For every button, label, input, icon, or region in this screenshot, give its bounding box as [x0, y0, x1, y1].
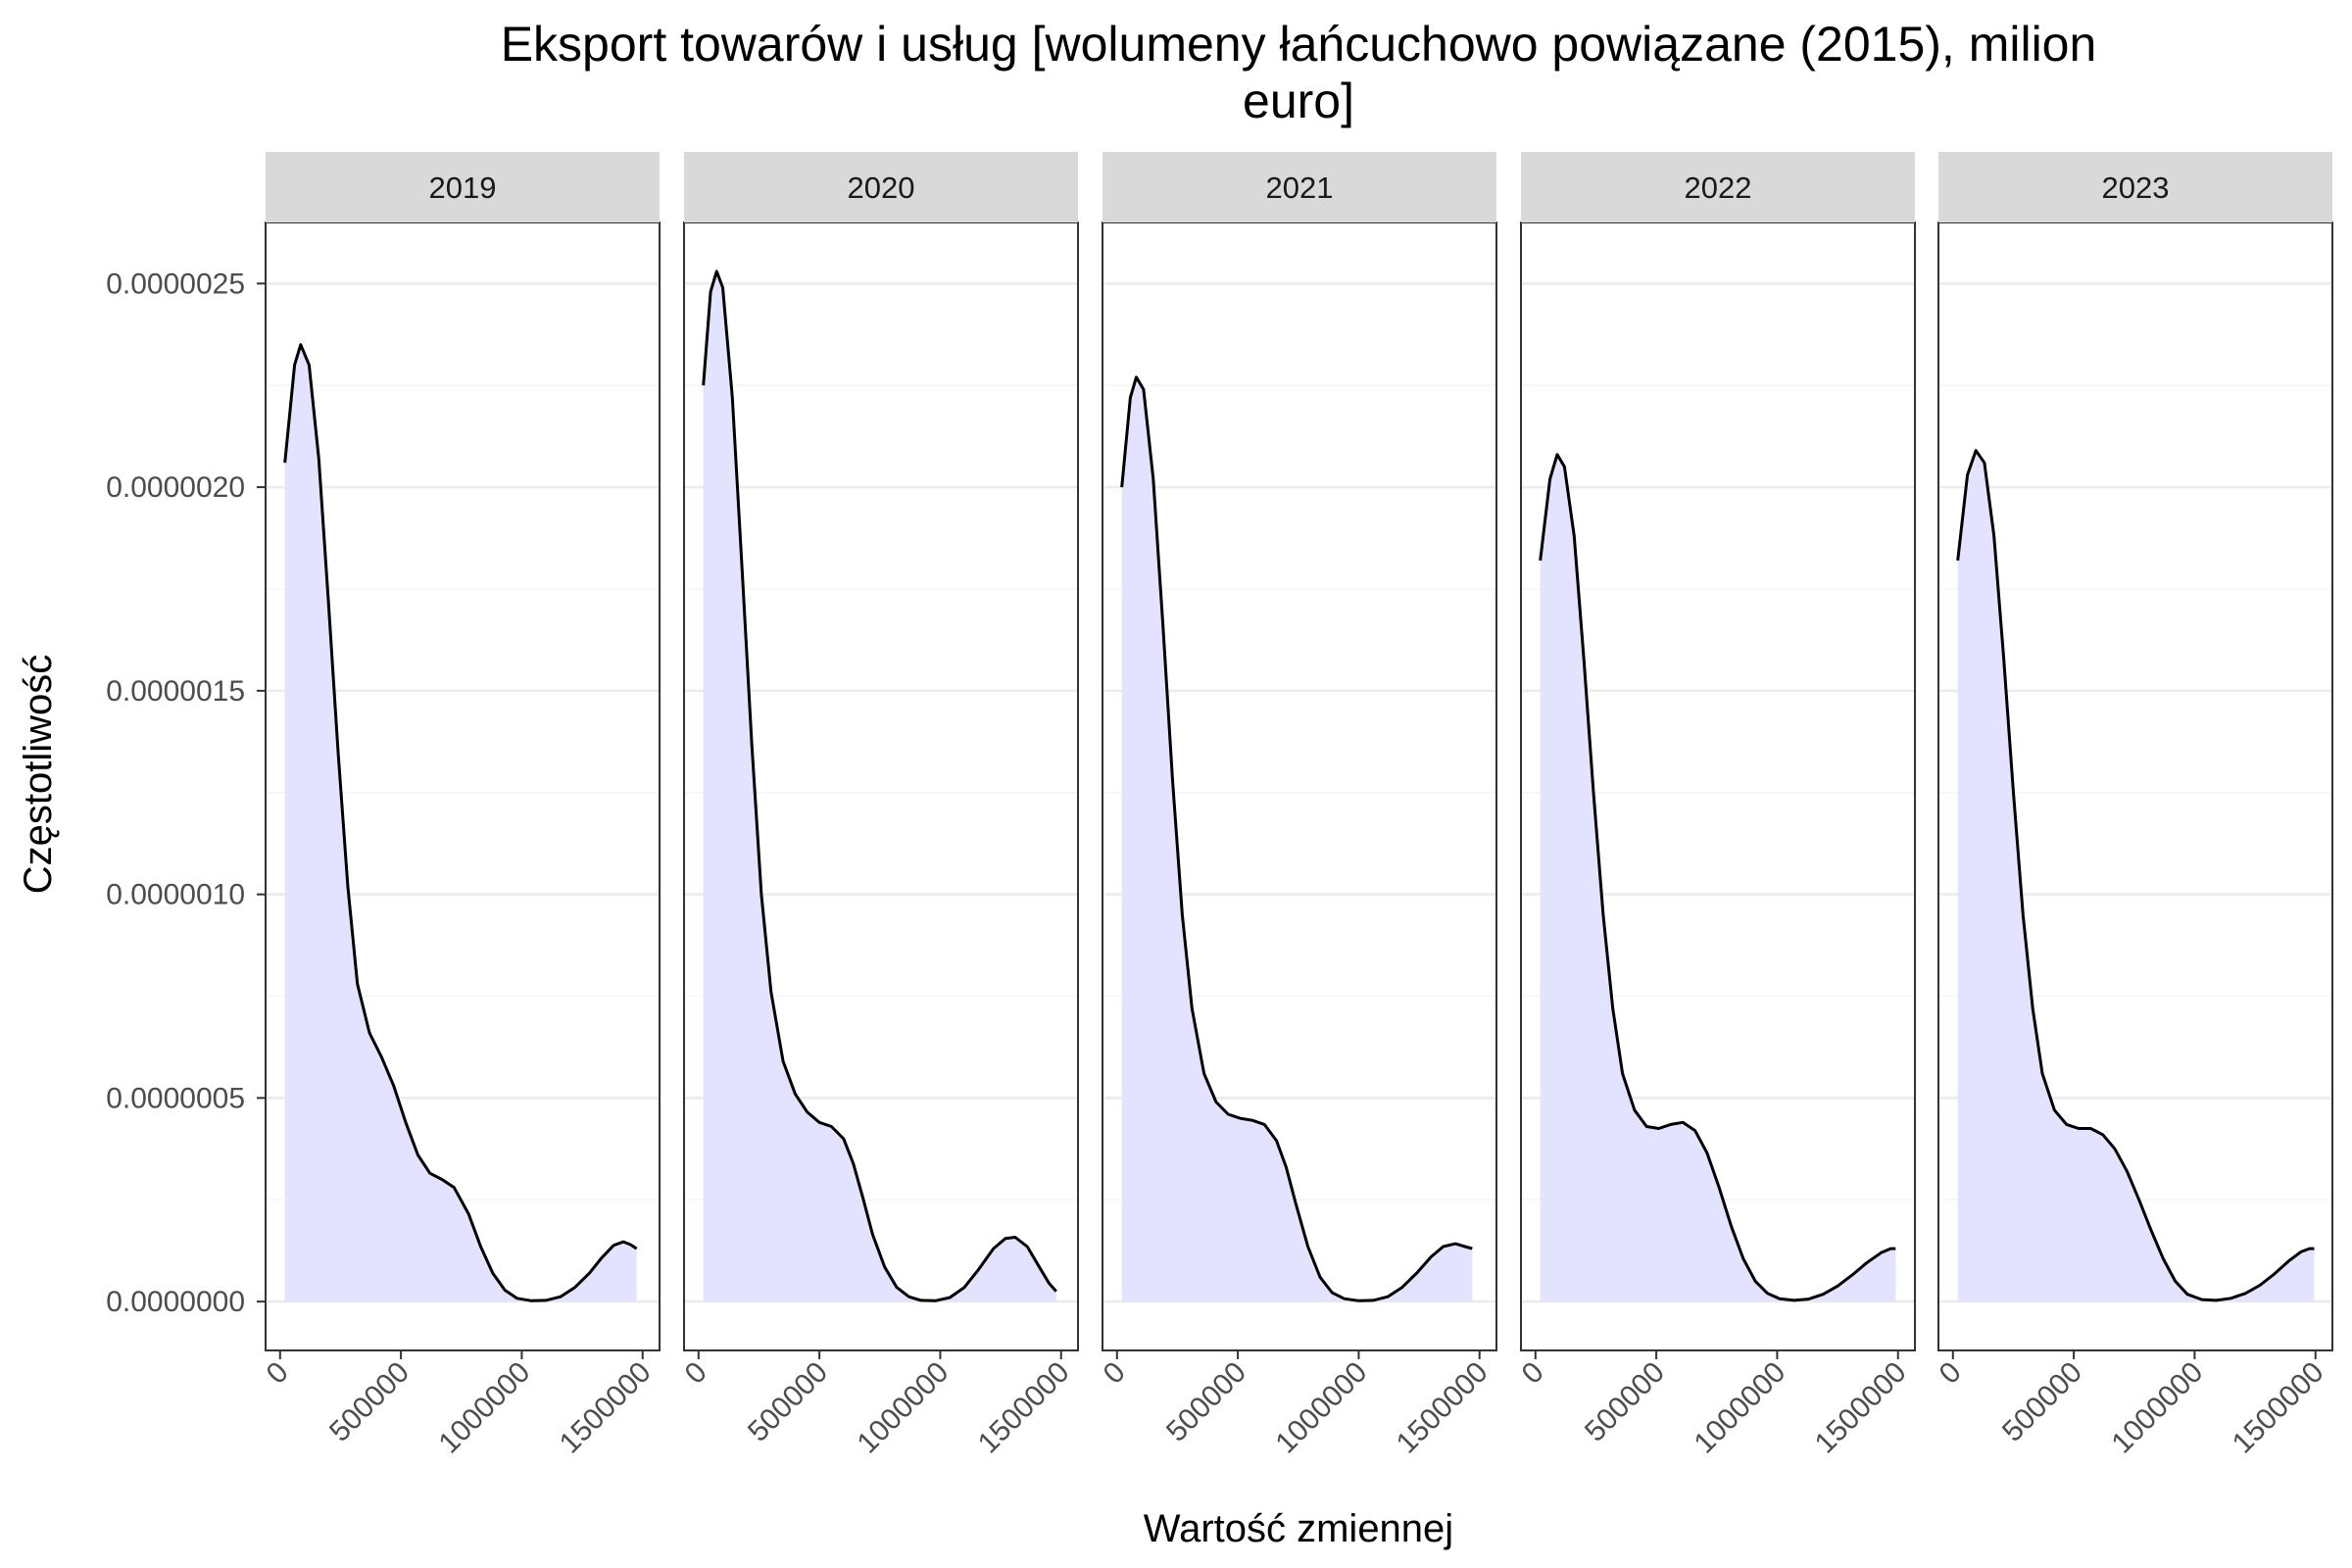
- facet-strip: [684, 152, 1078, 222]
- x-tick-label: 500000: [323, 1356, 416, 1448]
- facet-strip-label: 2022: [1685, 171, 1752, 205]
- facet-panel-2022: 2022 0 500000 1000000 1500000: [1516, 152, 1916, 1460]
- density-line: [702, 270, 1057, 1302]
- y-tick-label: 0.0000025: [106, 268, 245, 300]
- x-tick-label: 1000000: [1269, 1356, 1373, 1460]
- facet-strip: [1521, 152, 1915, 222]
- y-axis-title: Częstotliwość: [17, 655, 60, 895]
- y-tick-label: 0.0000000: [106, 1286, 245, 1318]
- x-tick-label: 1500000: [972, 1356, 1076, 1460]
- facet-panel-2023: 2023 0 500000 1000000 1500000: [1934, 152, 2333, 1460]
- x-tick-label: 0: [679, 1356, 713, 1391]
- y-axis-ticks: 0.0000000 0.0000005 0.0000010 0.0000015 0.00…: [106, 268, 266, 1318]
- facet-strip-label: 2023: [2102, 171, 2170, 205]
- x-tick-label: 1500000: [1809, 1356, 1913, 1460]
- y-tick-label: 0.0000020: [106, 471, 245, 504]
- x-tick-label: 0: [261, 1356, 295, 1391]
- density-area: [284, 344, 637, 1302]
- facet-strip-label: 2021: [1266, 171, 1334, 205]
- density-line: [1120, 375, 1473, 1302]
- x-tick-label: 1000000: [851, 1356, 955, 1460]
- x-tick-label: 1000000: [1688, 1356, 1791, 1460]
- facet-strip: [1938, 152, 2332, 222]
- x-tick-label: 0: [1098, 1356, 1132, 1391]
- facet-panel-2020: 2020 0 500000 1000000 1500000: [679, 152, 1079, 1460]
- x-axis-title: Wartość zmiennej: [1144, 1507, 1453, 1550]
- x-tick-label: 1500000: [2227, 1356, 2330, 1460]
- x-tick-label: 500000: [1996, 1356, 2088, 1448]
- x-tick-label: 500000: [1579, 1356, 1671, 1448]
- facet-strip-label: 2019: [429, 171, 497, 205]
- chart-title-line-2: euro]: [1243, 74, 1354, 128]
- density-line: [1956, 449, 2315, 1302]
- x-tick-label: 1000000: [2105, 1356, 2209, 1460]
- y-tick-label: 0.0000015: [106, 675, 245, 708]
- density-area: [1121, 376, 1473, 1302]
- facet-panel-2021: 2021 0 500000 1000000 1500000: [1098, 152, 1497, 1460]
- y-tick-label: 0.0000010: [106, 879, 245, 911]
- y-tick-label: 0.0000005: [106, 1082, 245, 1114]
- x-tick-label: 1000000: [432, 1356, 536, 1460]
- facet-strip: [266, 152, 660, 222]
- x-tick-label: 0: [1516, 1356, 1550, 1391]
- x-tick-label: 500000: [742, 1356, 834, 1448]
- x-tick-label: 1500000: [554, 1356, 658, 1460]
- chart-title-line-1: Eksport towarów i usług [wolumeny łańcuc…: [501, 17, 2097, 72]
- facet-panel-2019: 2019 0 500000 1000000 1500000: [261, 152, 661, 1460]
- density-area: [1540, 454, 1896, 1302]
- density-line: [1539, 453, 1896, 1302]
- x-tick-label: 500000: [1160, 1356, 1252, 1448]
- x-tick-label: 1500000: [1391, 1356, 1494, 1460]
- density-line: [283, 343, 638, 1302]
- facet-strip: [1102, 152, 1496, 222]
- x-tick-label: 0: [1934, 1356, 1968, 1391]
- facet-strip-label: 2020: [848, 171, 915, 205]
- density-area: [703, 270, 1056, 1302]
